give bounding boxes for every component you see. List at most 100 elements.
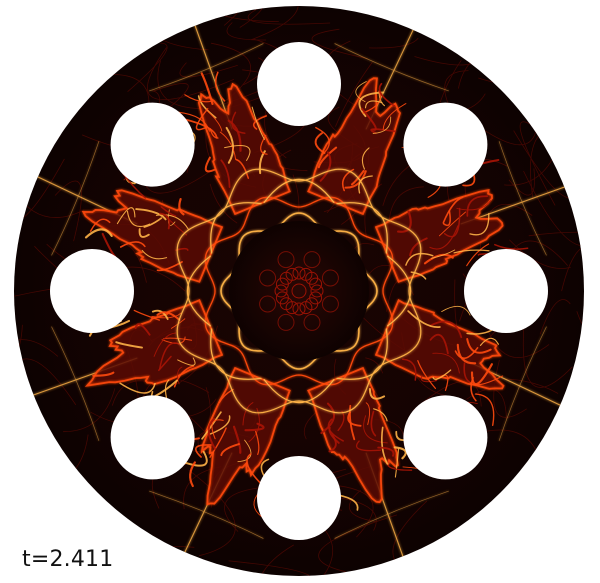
lobe-filament [219,131,237,160]
lobe-filament [327,418,344,442]
lobe-filament [355,440,382,452]
lobe-filament [355,81,367,103]
lobe-filament [177,111,211,132]
lobe-filament [344,170,367,189]
lobe-filament [361,147,370,170]
faint-streak [292,174,300,212]
lobe-filament [432,352,460,374]
faint-streak [483,318,550,358]
time-label: t=2.411 [22,547,114,572]
lobe-filament [141,249,168,260]
rosette-outer-petal [321,295,339,313]
lobe-outline [307,366,399,504]
lobe-filament [409,237,428,257]
lobe-filament [410,271,427,280]
rosette-petal [299,301,313,315]
lobe-filament [159,212,171,230]
lobe-filament [328,434,337,453]
rosette-petal [275,291,289,305]
faint-streak [228,560,313,576]
obstacle-cylinder [403,102,488,187]
faint-streak [523,170,584,247]
faint-streak [54,180,82,242]
lobe-filament [338,494,359,511]
obstacle-cylinder [110,395,195,480]
rosette-petal [309,277,323,291]
scallop-arc [263,378,335,404]
faint-streak [226,22,267,41]
lobe-filament [246,453,262,485]
faint-streak [127,42,168,93]
obstacle-cylinder [257,456,341,540]
obstacles [50,42,548,540]
lobe-filament [466,195,488,217]
lobe-filament [258,150,266,175]
lobe-filament [119,382,156,394]
lobe-body [376,300,504,389]
lobe-filament [475,393,495,426]
faint-streak [338,485,374,538]
lobe-filament [319,151,332,182]
lobe-filament [469,212,490,236]
scallop-arc [336,202,388,254]
lobe-outline [374,188,504,283]
lobe-filament [407,310,441,328]
rosette-petal [310,284,324,298]
lobe-filament [368,387,386,400]
lobe-filament [151,312,182,319]
lobe-outline [200,366,291,506]
lobe-filament [92,371,115,377]
central-core [229,221,369,361]
lobe-filament [463,362,471,383]
lobe-filament [382,103,407,130]
lobe-filament [207,110,223,132]
lobe-filament [189,461,196,488]
faint-streak [147,47,235,100]
lobe-filament [443,207,461,238]
lobe-filament [365,402,371,426]
lobe-filament [470,363,493,386]
faint-streak [335,61,373,127]
lobe-filament [362,90,382,114]
scallop-arc [210,328,262,380]
faint-streak [63,388,116,433]
lobe-filament [494,243,529,250]
outer-arc [149,43,264,92]
rosette-outer-petal [259,269,277,287]
faint-streak [223,6,255,26]
faint-streak [365,357,383,374]
faint-streak [14,339,59,357]
lobe-filament [244,422,265,432]
faint-streak [239,6,268,28]
lobe-filament [214,71,226,102]
scallop-arc [336,328,388,380]
lobe-outline [307,77,402,216]
lobe-filament [423,253,454,265]
lobe-filament [134,323,151,336]
lobe-filament [211,419,224,440]
lobe-filament [373,408,388,422]
faint-streak [209,183,238,224]
lobe-filament [401,358,417,381]
lobe-filament [431,249,456,259]
obstacle-cylinder [464,249,548,333]
obstacle-cylinder [110,102,195,187]
lobe-filament [242,402,254,426]
lobe-filament [153,379,178,398]
lobe-filament [454,346,479,359]
lobe-filament [394,447,400,478]
lobe-filament [441,306,471,316]
outer-arc [334,43,449,92]
lobe-filament [364,100,383,109]
lobe-filament [84,228,113,239]
faint-streak [311,28,368,59]
rosette-outer-petal [303,251,321,269]
lobe-filament [370,410,377,437]
central-rosette [259,251,339,331]
lobe-filament [156,311,181,321]
rosette-petal [292,266,306,280]
lobe-filament [479,337,499,346]
lobe-filament [320,402,336,435]
lobe-filament [224,144,251,161]
lobe-filament [314,132,326,154]
